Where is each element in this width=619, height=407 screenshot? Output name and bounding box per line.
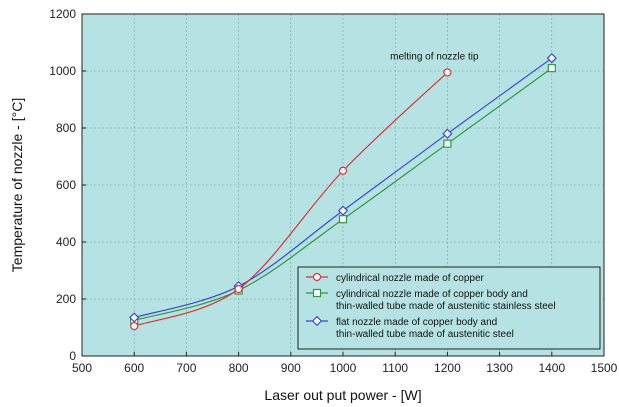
x-tick-label: 1500 [591, 361, 618, 375]
axis-ticks: 500 600 700 800 900 1000 1100 1200 1300 1400 1500 0… [49, 7, 617, 375]
annotation-melting: melting of nozzle tip [390, 52, 479, 63]
y-axis-title: Temperature of nozzle - [°C] [9, 98, 25, 272]
y-tick-label: 400 [56, 235, 76, 249]
series-1 [130, 68, 452, 331]
x-tick-label: 1400 [538, 361, 565, 375]
legend-label: thin-walled tube made of austenitic stai… [336, 301, 556, 312]
legend-box [297, 266, 601, 350]
y-tick-label: 0 [69, 349, 76, 363]
y-tick-label: 200 [56, 292, 76, 306]
y-tick-label: 1200 [49, 7, 76, 21]
x-tick-label: 600 [124, 361, 144, 375]
x-axis-title: Laser out put power - [W] [264, 387, 421, 403]
legend-marker [311, 315, 323, 327]
legend-label: flat nozzle made of copper body and [336, 317, 497, 328]
x-tick-label: 900 [281, 361, 301, 375]
x-tick-label: 700 [176, 361, 196, 375]
data-point [338, 166, 348, 175]
data-point [234, 284, 243, 294]
data-point [443, 68, 452, 77]
data-point [442, 128, 453, 139]
x-tick-label: 500 [72, 361, 92, 375]
x-tick-label: 1200 [434, 361, 461, 375]
data-point [129, 312, 140, 323]
legend-label: cylindrical nozzle made of copper body a… [336, 289, 528, 300]
series-line [133, 71, 448, 327]
data-point [547, 64, 556, 73]
legend-marker [312, 288, 322, 298]
series-layer [129, 53, 557, 331]
legend: cylindrical nozzle made of copper cylindr… [297, 266, 601, 350]
data-point [546, 53, 557, 64]
data-point [443, 139, 452, 148]
y-tick-label: 1000 [49, 64, 76, 78]
legend-label: thin-walled tube made of austenitic stee… [336, 329, 514, 340]
x-tick-label: 1300 [486, 361, 513, 375]
data-point [130, 321, 139, 331]
x-tick-label: 800 [229, 361, 249, 375]
x-tick-label: 1100 [382, 361, 408, 375]
data-point [338, 215, 348, 224]
legend-label: cylindrical nozzle made of copper [336, 273, 485, 284]
legend-marker [312, 272, 322, 282]
y-tick-label: 800 [56, 121, 76, 135]
y-tick-label: 600 [56, 178, 76, 192]
x-tick-label: 1000 [330, 361, 357, 375]
data-point [337, 205, 349, 216]
